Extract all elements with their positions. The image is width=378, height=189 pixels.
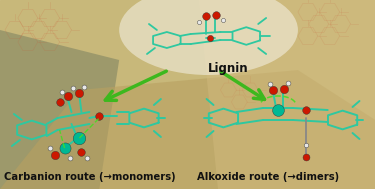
Polygon shape (0, 30, 119, 189)
Text: Carbanion route (→monomers): Carbanion route (→monomers) (4, 172, 176, 182)
Text: Alkoxide route (→dimers): Alkoxide route (→dimers) (197, 172, 339, 182)
Polygon shape (198, 0, 375, 189)
Ellipse shape (119, 0, 298, 75)
Text: Lignin: Lignin (208, 62, 249, 75)
Polygon shape (0, 70, 375, 189)
